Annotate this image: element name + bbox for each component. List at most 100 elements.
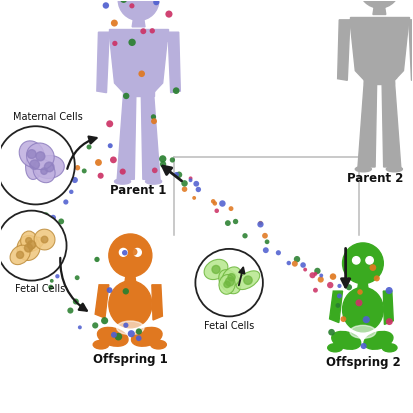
Point [34,251,40,258]
Text: Maternal Cells: Maternal Cells [13,112,83,122]
Circle shape [212,266,220,273]
Polygon shape [361,61,398,67]
Point [120,0,127,3]
Point [195,186,202,193]
Ellipse shape [114,179,131,184]
Circle shape [225,278,234,286]
Point [257,221,264,228]
Point [328,329,335,335]
Polygon shape [110,34,167,41]
Polygon shape [354,33,405,40]
Circle shape [353,256,360,264]
Point [68,163,75,170]
Circle shape [195,249,263,316]
Point [44,219,51,226]
Point [360,343,367,349]
Ellipse shape [116,321,144,335]
Polygon shape [122,84,155,90]
Point [123,93,130,99]
Ellipse shape [131,328,162,346]
Point [71,177,78,183]
Polygon shape [95,285,109,318]
Polygon shape [358,80,377,167]
Point [211,200,218,206]
Point [26,233,33,239]
Point [318,272,325,279]
Point [74,164,81,171]
Point [34,243,40,249]
Point [181,186,188,192]
Point [92,322,99,329]
Point [58,218,64,225]
Text: Offspring 1: Offspring 1 [93,353,168,366]
Polygon shape [359,55,400,62]
Polygon shape [383,291,393,325]
Point [79,303,85,310]
Point [131,249,137,255]
Ellipse shape [342,287,383,332]
Point [336,282,343,289]
Point [95,159,102,166]
Point [45,259,51,266]
Ellipse shape [219,275,235,294]
Circle shape [0,126,75,204]
Point [54,273,61,280]
Point [363,316,370,323]
Circle shape [366,256,373,264]
Polygon shape [338,20,350,80]
Point [106,287,113,293]
Point [135,335,142,342]
Polygon shape [114,51,163,57]
Point [45,261,52,268]
Ellipse shape [34,155,64,178]
Point [110,157,117,163]
Point [232,218,239,225]
Point [38,248,45,254]
Point [312,287,319,294]
Polygon shape [351,22,408,28]
Point [128,330,135,337]
Ellipse shape [93,340,109,349]
Point [159,156,166,162]
Polygon shape [356,44,402,50]
Point [340,316,347,323]
Point [49,240,55,246]
Point [169,157,176,163]
Polygon shape [364,77,394,83]
Circle shape [41,236,48,243]
Point [48,278,55,284]
Ellipse shape [21,231,37,250]
Ellipse shape [222,267,241,287]
Circle shape [118,0,159,20]
Circle shape [342,243,383,284]
Point [336,293,343,299]
Point [121,249,128,256]
Polygon shape [97,32,109,93]
Point [294,256,300,263]
Polygon shape [355,38,404,45]
Polygon shape [116,57,161,63]
Point [264,239,271,245]
Point [69,165,76,172]
Ellipse shape [332,332,361,349]
Polygon shape [141,93,160,179]
Ellipse shape [26,143,54,170]
Point [263,247,269,254]
Point [292,261,298,267]
Point [214,207,220,214]
Text: Fetal Cells: Fetal Cells [204,321,254,331]
Point [176,171,183,178]
Text: Parent 2: Parent 2 [347,172,404,185]
Point [97,172,104,179]
Polygon shape [109,32,168,93]
Point [52,242,58,249]
Circle shape [0,211,66,280]
Point [193,180,199,187]
Point [107,142,114,149]
Point [150,114,157,120]
Point [312,271,319,277]
Polygon shape [330,291,342,323]
Polygon shape [109,29,168,36]
Point [357,289,363,295]
Point [135,328,142,335]
